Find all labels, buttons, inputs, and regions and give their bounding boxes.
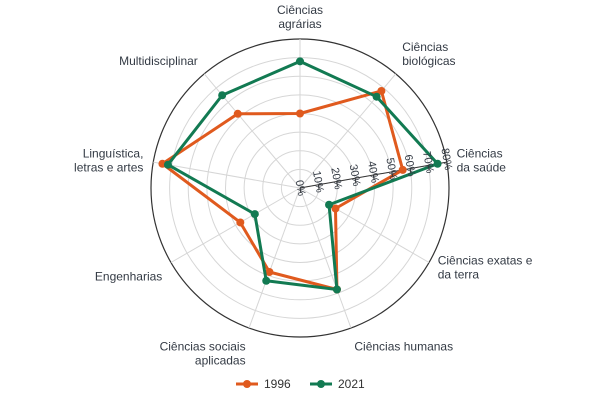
legend-label: 1996: [264, 377, 291, 391]
data-point: [233, 109, 242, 118]
legend-label: 2021: [338, 377, 365, 391]
data-point: [296, 57, 304, 66]
radial-tick-mark: [372, 174, 375, 181]
legend-swatch-marker: [243, 380, 251, 388]
radial-tick-label: 60%: [402, 154, 418, 178]
category-label: Ciências agrárias: [277, 3, 323, 31]
radial-tick-mark: [427, 165, 430, 171]
legend-item-1996[interactable]: 1996: [236, 377, 291, 391]
series-2021: [163, 57, 442, 294]
radial-tick-mark: [391, 171, 394, 177]
data-point: [372, 92, 381, 101]
category-label-line: da terra: [438, 268, 480, 282]
data-point: [265, 268, 274, 277]
data-point: [296, 109, 304, 118]
category-label-line: Multidisciplinar: [119, 54, 198, 68]
radar-series: [158, 57, 442, 294]
category-label: Ciências humanas: [354, 339, 453, 353]
data-point: [398, 165, 407, 174]
category-label: Ciências sociais aplicadas: [160, 339, 246, 367]
category-label: Ciências exatas e da terra: [438, 254, 533, 282]
legend: 1996 2021: [236, 377, 365, 391]
radial-tick-label: 0%: [293, 179, 308, 197]
grid-spoke: [299, 187, 352, 329]
radial-tick-label: 30%: [347, 163, 363, 187]
category-label-line: Ciências sociais: [160, 339, 246, 353]
radial-tick-mark: [446, 162, 449, 168]
category-label: Ciências da saúde: [457, 146, 507, 174]
category-label: Linguística, letras e artes: [74, 146, 143, 174]
category-label-line: Ciências: [457, 146, 503, 160]
category-label-line: Ciências exatas e: [438, 254, 533, 268]
radial-tick-label: 10%: [310, 170, 326, 194]
category-label: Engenharias: [95, 270, 162, 284]
grid-spoke: [203, 73, 301, 189]
radial-tick-mark: [317, 184, 320, 190]
category-label-line: da saúde: [457, 160, 507, 174]
category-label-line: Linguística,: [83, 146, 144, 160]
category-label-line: Ciências humanas: [354, 339, 453, 353]
data-point: [331, 204, 340, 213]
radial-tick-mark: [299, 187, 302, 194]
grid-spoke: [248, 187, 301, 329]
grid-spoke: [299, 187, 430, 263]
series-line-1996: [160, 89, 405, 292]
data-point: [332, 285, 341, 294]
data-point: [433, 159, 442, 168]
radial-tick-label: 70%: [420, 151, 436, 175]
data-point: [262, 276, 271, 285]
radial-tick-mark: [354, 178, 357, 184]
data-point: [250, 210, 259, 219]
data-point: [218, 91, 227, 100]
legend-item-2021[interactable]: 2021: [310, 377, 365, 391]
category-label: Ciências biológicas: [402, 40, 455, 68]
radial-tick-mark: [336, 181, 339, 187]
category-label-line: letras e artes: [74, 160, 143, 174]
category-label-line: Ciências: [402, 40, 448, 54]
radial-tick-label: 50%: [383, 157, 399, 181]
data-point: [236, 218, 245, 227]
radial-tick-label: 40%: [365, 160, 381, 184]
grid-spoke: [153, 161, 301, 189]
category-label-line: agrárias: [278, 17, 321, 31]
category-label-line: aplicadas: [195, 353, 246, 367]
legend-swatch-marker: [317, 380, 325, 388]
series-line-2021: [166, 59, 440, 292]
data-point: [377, 86, 386, 95]
category-label-line: Engenharias: [95, 270, 162, 284]
grid-spoke: [170, 187, 301, 263]
data-point: [163, 160, 172, 169]
radial-tick-label: 20%: [328, 167, 344, 191]
category-label: Multidisciplinar: [119, 54, 198, 68]
radial-tick-labels: 0% 10% 20% 30% 40% 50% 60% 70% 80%: [293, 147, 454, 197]
radial-tick-label: 80%: [438, 147, 454, 171]
category-label-line: Ciências: [277, 3, 323, 17]
category-label-line: biológicas: [402, 54, 455, 68]
radial-tick-mark: [409, 168, 412, 174]
data-point: [325, 200, 334, 209]
